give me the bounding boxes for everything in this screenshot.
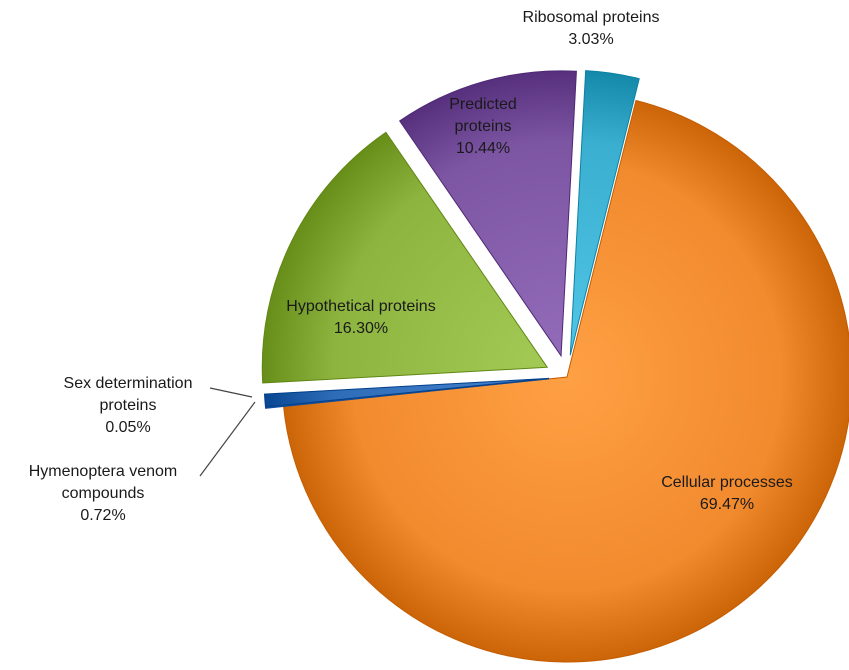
slice-name-part-predicted-proteins: proteins	[455, 118, 512, 135]
leader-lines	[199, 387, 256, 477]
slice-name-part-hymenoptera-venom-compounds: Hymenoptera venom	[29, 463, 178, 480]
slice-label-sex-determination-proteins: Sex determination proteins 0.05%	[64, 375, 193, 436]
pie-slice-cellular-processes	[282, 99, 849, 663]
pie-slice-predicted-proteins	[398, 70, 577, 358]
slice-label-ribosomal-proteins: Ribosomal proteins 3.03%	[523, 9, 660, 48]
slice-value-sex-determination-proteins: 0.05%	[105, 419, 150, 436]
slice-name-hypothetical-proteins: Hypothetical proteins	[286, 298, 435, 315]
slice-name-ribosomal-proteins: Ribosomal proteins	[523, 9, 660, 26]
slice-value-hypothetical-proteins: 16.30%	[334, 320, 388, 337]
slice-name-part-sex-determination-proteins: Sex determination	[64, 375, 193, 392]
slices-layer	[261, 70, 849, 663]
pie-slice-hypothetical-proteins	[261, 131, 549, 384]
pie-slice-ribosomal-proteins	[569, 70, 640, 356]
slice-name-cellular-processes: Cellular processes	[661, 474, 793, 491]
slice-label-predicted-proteins: Predicted proteins 10.44%	[449, 96, 517, 157]
slice-name-part-sex-determination-proteins: proteins	[100, 397, 157, 414]
slice-label-hypothetical-proteins: Hypothetical proteins 16.30%	[286, 298, 435, 337]
slice-value-cellular-processes: 69.47%	[700, 496, 754, 513]
leader-line-sex-determination-proteins	[209, 387, 253, 398]
slice-value-ribosomal-proteins: 3.03%	[568, 31, 613, 48]
slice-name-part-predicted-proteins: Predicted	[449, 96, 517, 113]
slice-labels: Cellular processes 69.47% Sex determinatio…	[29, 9, 793, 524]
leader-line-hymenoptera-venom-compounds	[199, 401, 256, 477]
slice-name-part-hymenoptera-venom-compounds: compounds	[62, 485, 145, 502]
slice-label-cellular-processes: Cellular processes 69.47%	[661, 474, 793, 513]
slice-value-hymenoptera-venom-compounds: 0.72%	[80, 507, 125, 524]
slice-label-hymenoptera-venom-compounds: Hymenoptera venom compounds 0.72%	[29, 463, 178, 524]
pie-slice-hymenoptera-venom-compounds	[263, 377, 550, 408]
slice-value-predicted-proteins: 10.44%	[456, 140, 510, 157]
